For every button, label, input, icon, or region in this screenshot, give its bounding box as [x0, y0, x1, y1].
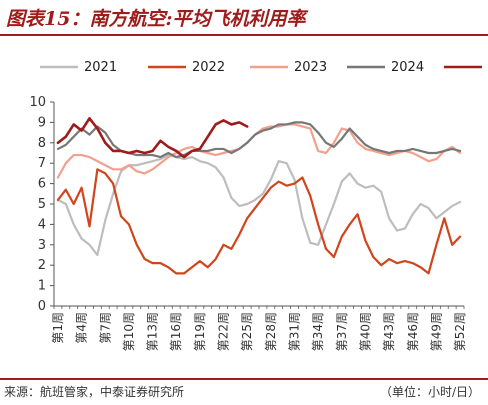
y-tick-label: 8: [38, 136, 46, 151]
x-tick-label: 第4周: [75, 312, 89, 344]
axes: 0 1 2 3 4 5 6 7 8 9 10 第1周 第4周 第7周 第10周 第13周 第16周 第19周 第22…: [29, 95, 467, 351]
x-tick-label: 第28周: [264, 312, 278, 351]
legend-label-2023: 2023: [294, 60, 327, 75]
unit-note: （单位：小时/日）: [379, 385, 480, 399]
x-tick-label: 第43周: [382, 312, 396, 351]
y-tick-label: 3: [38, 238, 46, 253]
footer-divider: [0, 378, 488, 380]
x-tick-label: 第37周: [335, 312, 349, 351]
title-bar: 图表15：南方航空:平均飞机利用率: [0, 0, 488, 36]
y-tick-label: 6: [38, 177, 46, 192]
legend: 20212022202320242025: [40, 60, 482, 75]
series-lines: [56, 117, 462, 275]
x-tick-label: 第13周: [146, 312, 160, 351]
y-tick-label: 9: [38, 115, 46, 130]
x-tick-label: 第16周: [169, 312, 183, 351]
x-tick-label: 第22周: [217, 312, 231, 351]
x-tick-label: 第25周: [240, 312, 254, 351]
y-tick-label: 0: [38, 299, 46, 314]
legend-label-2024: 2024: [391, 60, 424, 75]
legend-label-2022: 2022: [192, 60, 225, 75]
x-tick-label: 第7周: [98, 312, 112, 344]
x-tick-label: 第31周: [287, 312, 301, 351]
x-tick-label: 第52周: [453, 312, 467, 351]
y-tick-label: 7: [38, 156, 46, 171]
y-tick-label: 1: [38, 279, 46, 294]
legend-label-2021: 2021: [84, 60, 117, 75]
series-line-2022: [56, 168, 462, 275]
x-tick-label: 第46周: [406, 312, 420, 351]
x-tick-label: 第10周: [122, 312, 136, 351]
y-tick-label: 5: [38, 197, 46, 212]
line-chart: 20212022202320242025 012345678910第1周第4周第…: [29, 60, 482, 351]
y-tick-label: 2: [38, 258, 46, 273]
chart-title: 图表15：南方航空:平均飞机利用率: [6, 8, 306, 30]
series-line-2025: [56, 117, 249, 159]
source-note: 来源：航班管家，中泰证券研究所: [4, 385, 185, 399]
x-tick-label: 第1周: [51, 312, 65, 344]
x-tick-label: 第34周: [311, 312, 325, 351]
x-tick-label: 第49周: [429, 312, 443, 351]
y-tick-label: 10: [29, 95, 46, 110]
x-tick-label: 第19周: [193, 312, 207, 351]
y-tick-label: 4: [38, 217, 46, 232]
x-tick-label: 第40周: [358, 312, 372, 351]
